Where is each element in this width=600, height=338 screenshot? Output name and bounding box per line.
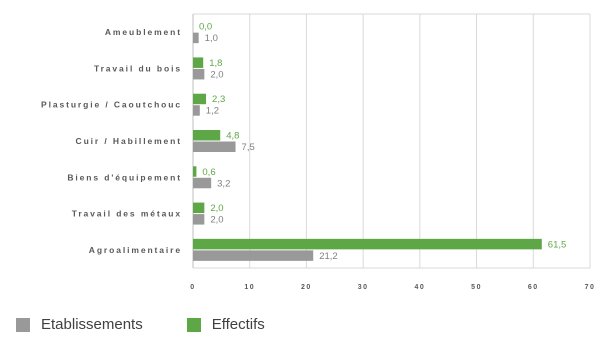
data-label-etablissements-4: 3,2 xyxy=(217,178,230,189)
data-label-effectifs-4: 0,6 xyxy=(202,167,215,178)
legend-item-effectifs: Effectifs xyxy=(186,316,265,333)
x-tick-label-3: 30 xyxy=(358,284,369,291)
x-tick-labels: 0 10 20 30 40 50 60 70 xyxy=(190,284,596,291)
category-label-2: Plasturgie / Caoutchouc xyxy=(41,100,182,110)
x-tick-label-0: 0 xyxy=(190,284,195,291)
bar-etablissements-0 xyxy=(193,32,199,44)
data-label-etablissements-6: 21,2 xyxy=(319,251,338,262)
data-label-effectifs-1: 1,8 xyxy=(209,58,222,69)
bar-etablissements-1 xyxy=(193,68,205,80)
legend-label-etablissements: Etablissements xyxy=(41,316,143,333)
bar-effectifs-3 xyxy=(193,130,221,141)
category-label-3: Cuir / Habillement xyxy=(76,136,182,146)
bar-etablissements-3 xyxy=(193,141,236,152)
bar-etablissements-4 xyxy=(193,177,212,189)
data-label-effectifs-5: 2,0 xyxy=(210,203,223,214)
data-label-effectifs-0: 0,0 xyxy=(199,22,212,33)
bar-etablissements-2 xyxy=(193,105,200,116)
data-label-etablissements-0: 1,0 xyxy=(205,33,218,44)
data-label-effectifs-3: 4,8 xyxy=(226,131,239,142)
bar-etablissements-6 xyxy=(193,250,314,261)
legend-label-effectifs: Effectifs xyxy=(211,316,265,333)
bar-chart-svg: 0,01,01,82,02,31,24,87,50,63,22,02,061,5… xyxy=(41,13,596,291)
category-label-1: Travail du bois xyxy=(94,63,182,73)
legend: Etablissements Effectifs xyxy=(16,316,309,333)
legend-swatch-etablissements xyxy=(16,317,30,332)
bar-etablissements-5 xyxy=(193,214,205,225)
category-label-5: Travail des métaux xyxy=(72,209,182,219)
x-tick-label-7: 70 xyxy=(585,284,596,291)
bar-effectifs-4 xyxy=(193,166,197,177)
bar-effectifs-6 xyxy=(193,238,542,250)
category-labels: Ameublement Travail du bois Plasturgie / C… xyxy=(41,27,182,255)
category-label-4: Biens d'équipement xyxy=(67,172,182,182)
data-label-etablissements-5: 2,0 xyxy=(210,215,223,226)
x-tick-label-6: 60 xyxy=(528,284,539,291)
bar-effectifs-1 xyxy=(193,57,204,68)
legend-item-etablissements: Etablissements xyxy=(16,316,143,333)
grid xyxy=(192,13,591,269)
bar-effectifs-2 xyxy=(193,93,207,105)
legend-swatch-effectifs xyxy=(186,317,201,332)
data-label-effectifs-2: 2,3 xyxy=(212,94,225,105)
category-label-6: Agroalimentaire xyxy=(89,245,182,255)
data-labels: 0,01,01,82,02,31,24,87,50,63,22,02,061,5… xyxy=(199,22,566,262)
x-tick-label-4: 40 xyxy=(414,284,425,291)
x-tick-label-5: 50 xyxy=(471,284,482,291)
category-label-0: Ameublement xyxy=(105,27,182,37)
bar-effectifs-5 xyxy=(193,202,205,214)
data-label-effectifs-6: 61,5 xyxy=(548,239,567,250)
bars xyxy=(193,32,542,261)
data-label-etablissements-3: 7,5 xyxy=(242,142,255,153)
x-tick-label-1: 10 xyxy=(244,284,255,291)
data-label-etablissements-2: 1,2 xyxy=(206,106,219,117)
data-label-etablissements-1: 2,0 xyxy=(210,69,223,80)
x-tick-label-2: 20 xyxy=(301,284,312,291)
